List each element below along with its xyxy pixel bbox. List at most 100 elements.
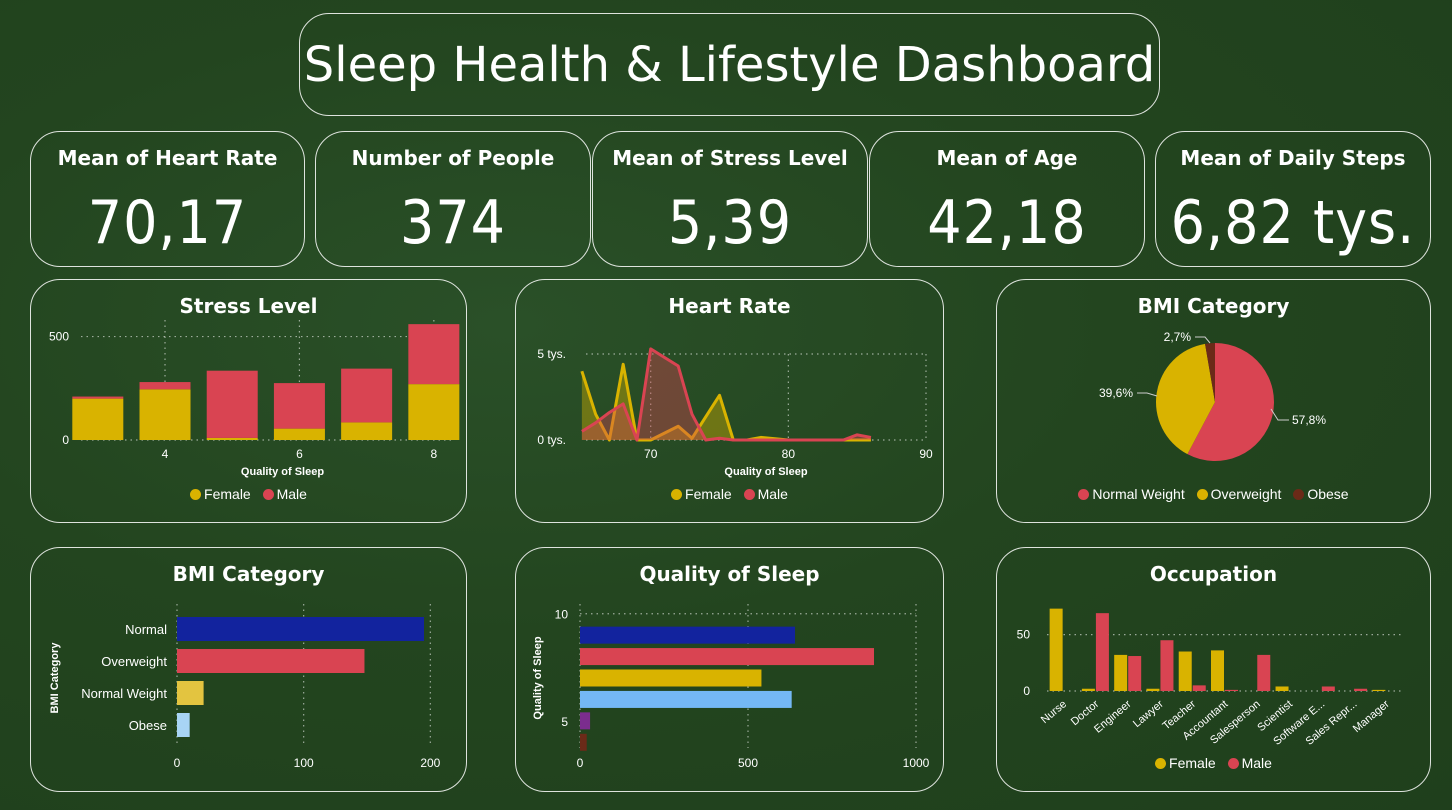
chart-title: Occupation [1149, 562, 1278, 586]
kpi-card-age[interactable]: Mean of Age 42,18 [869, 131, 1145, 267]
legend-male[interactable]: Male [262, 486, 307, 502]
legend-female[interactable]: Female [190, 486, 251, 502]
legend-label: Female [1169, 755, 1216, 771]
kpi-card-stress-level[interactable]: Mean of Stress Level 5,39 [592, 131, 868, 267]
x-tick-label: 6 [296, 447, 303, 461]
legend-label: Overweight [1210, 486, 1282, 502]
y-tick-label: 5 [561, 715, 568, 729]
x-tick-label: 70 [644, 447, 658, 461]
heart-rate-panel[interactable]: Heart Rate 0 tys. 5 tys. 70 80 90 Quality of … [515, 279, 944, 523]
bar-female [1178, 651, 1192, 691]
bar-female [72, 398, 124, 440]
bmi-pie-legend: Normal Weight Overweight Obese [997, 486, 1430, 502]
chart-title: Heart Rate [668, 294, 791, 318]
legend-dot-obese [1293, 489, 1305, 500]
x-tick-label: 0 [174, 756, 181, 770]
legend-dot-female [190, 489, 202, 500]
bar-male [1160, 640, 1174, 691]
bar [580, 648, 874, 666]
chart-title: Stress Level [179, 294, 318, 318]
x-tick-label: 0 [577, 756, 584, 770]
kpi-value: 70,17 [87, 188, 248, 258]
chart-title: BMI Category [1137, 294, 1290, 318]
kpi-label: Mean of Age [936, 146, 1078, 170]
legend-dot-male [1227, 758, 1239, 769]
x-category-label: Manager [1351, 698, 1392, 735]
bar [580, 669, 762, 687]
heart-rate-chart: 0 tys. 5 tys. 70 80 90 Quality of Sleep [537, 347, 933, 478]
y-tick-label: 5 tys. [537, 347, 566, 361]
bmi-pie-chart: 57,8% 39,6% 2,7% [1099, 330, 1326, 461]
x-category-label: Engineer [1092, 698, 1134, 736]
bmi-bar-chart: 0 100 200 Normal Overweight Normal Weight Obes… [49, 604, 441, 770]
legend-normal-weight[interactable]: Normal Weight [1078, 486, 1185, 502]
bar-male [1321, 686, 1335, 691]
x-tick-label: 200 [420, 756, 440, 770]
legend-obese[interactable]: Obese [1293, 486, 1349, 502]
leader-line [1270, 408, 1289, 421]
occupation-panel[interactable]: Occupation 0 50 Nurse Doctor Engineer Lawyer T… [996, 547, 1431, 792]
y-category-label: Obese [129, 718, 167, 733]
legend-label: Male [1241, 755, 1272, 771]
bar [580, 626, 796, 644]
kpi-value: 5,39 [667, 188, 793, 258]
quality-of-sleep-panel[interactable]: Quality of Sleep 0 500 1000 5 10 Quality of S… [515, 547, 944, 792]
kpi-card-daily-steps[interactable]: Mean of Daily Steps 6,82 tys. [1155, 131, 1431, 267]
legend-label: Female [685, 486, 732, 502]
legend-female[interactable]: Female [671, 486, 732, 502]
bar [177, 713, 190, 737]
y-tick-label: 500 [49, 330, 69, 344]
x-tick-label: 8 [430, 447, 437, 461]
y-tick-label: 10 [555, 608, 569, 622]
bar-male [206, 370, 258, 438]
stress-level-panel[interactable]: Stress Level 0 500 4 6 8 Quality of Sleep Fem… [30, 279, 467, 523]
leader-line [1137, 392, 1158, 397]
bar-female [1049, 608, 1063, 691]
bmi-pie-panel[interactable]: BMI Category 57,8% 39,6% 2,7% Normal Weigh… [996, 279, 1431, 523]
y-tick-label: 0 [1023, 684, 1030, 698]
legend-label: Normal Weight [1092, 486, 1185, 502]
kpi-value: 374 [399, 188, 506, 258]
y-category-label: Overweight [101, 654, 167, 669]
legend-male[interactable]: Male [743, 486, 788, 502]
stress-legend: Female Male [31, 486, 466, 502]
legend-label: Female [204, 486, 251, 502]
kpi-label: Mean of Heart Rate [57, 146, 278, 170]
pie-slice [1187, 343, 1274, 461]
quality-of-sleep-chart: 0 500 1000 5 10 Quality of Sleep [532, 604, 930, 770]
kpi-card-number-of-people[interactable]: Number of People 374 [315, 131, 591, 267]
x-category-label: Nurse [1039, 698, 1069, 726]
bar-female [206, 437, 258, 440]
y-category-label: Normal Weight [81, 686, 167, 701]
kpi-value: 6,82 tys. [1170, 188, 1416, 258]
bar [580, 690, 792, 708]
kpi-card-heart-rate[interactable]: Mean of Heart Rate 70,17 [30, 131, 305, 267]
x-tick-label: 80 [782, 447, 796, 461]
bar-female [273, 428, 325, 440]
legend-overweight[interactable]: Overweight [1196, 486, 1282, 502]
data-label: 2,7% [1164, 330, 1192, 344]
x-tick-label: 90 [919, 447, 933, 461]
bar [580, 712, 591, 730]
bmi-bar-panel[interactable]: BMI Category 0 100 200 Normal Overweight Norm… [30, 547, 467, 792]
kpi-label: Mean of Stress Level [612, 146, 848, 170]
heart-legend: Female Male [516, 486, 943, 502]
bar-female [1146, 688, 1160, 691]
bar-male [72, 396, 124, 399]
legend-dot-male [743, 489, 755, 500]
bar-male [1095, 613, 1109, 691]
chart-title: BMI Category [172, 562, 325, 586]
bar [177, 681, 204, 705]
x-tick-label: 1000 [903, 756, 930, 770]
legend-male[interactable]: Male [1227, 755, 1272, 771]
dashboard-title-box: Sleep Health & Lifestyle Dashboard [299, 13, 1160, 116]
bar-female [1275, 686, 1289, 691]
legend-female[interactable]: Female [1155, 755, 1216, 771]
dashboard-title: Sleep Health & Lifestyle Dashboard [303, 36, 1156, 93]
bar-female [139, 389, 191, 440]
x-tick-label: 4 [162, 447, 169, 461]
x-tick-label: 100 [294, 756, 314, 770]
occupation-legend: Female Male [997, 755, 1430, 771]
x-axis-label: Quality of Sleep [241, 466, 324, 478]
area-female [581, 364, 871, 440]
